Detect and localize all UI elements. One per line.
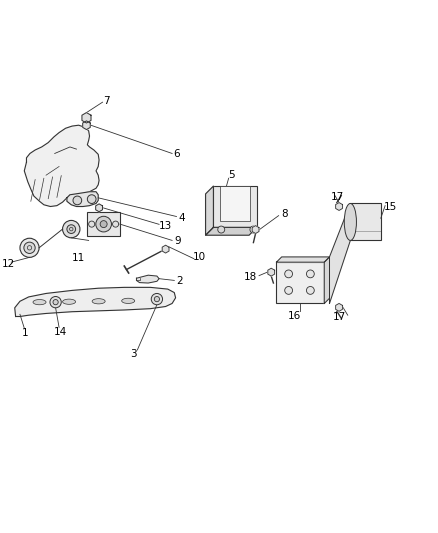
Text: 17: 17: [331, 192, 344, 202]
Bar: [213, 186, 257, 228]
Text: 11: 11: [71, 253, 85, 263]
Text: 15: 15: [384, 201, 397, 212]
Polygon shape: [67, 192, 98, 206]
Text: 8: 8: [281, 209, 288, 220]
Circle shape: [53, 300, 58, 305]
Text: 14: 14: [53, 327, 67, 337]
Ellipse shape: [122, 298, 135, 303]
Circle shape: [285, 270, 293, 278]
Polygon shape: [276, 257, 329, 262]
Text: 17: 17: [333, 312, 346, 322]
Bar: [276, 262, 324, 303]
Bar: [220, 186, 251, 221]
Circle shape: [87, 195, 96, 204]
Circle shape: [151, 294, 162, 305]
Polygon shape: [137, 275, 159, 283]
Text: 9: 9: [174, 236, 181, 246]
Text: 18: 18: [244, 272, 257, 282]
Polygon shape: [252, 225, 259, 233]
Polygon shape: [24, 125, 99, 206]
Text: 4: 4: [179, 213, 185, 223]
Bar: [87, 212, 120, 236]
Polygon shape: [82, 112, 91, 123]
Bar: [350, 204, 381, 240]
Polygon shape: [205, 228, 257, 235]
Ellipse shape: [92, 298, 105, 304]
Polygon shape: [336, 203, 343, 211]
Circle shape: [50, 296, 61, 308]
Polygon shape: [15, 287, 176, 317]
Circle shape: [20, 238, 39, 257]
Circle shape: [24, 242, 35, 254]
Circle shape: [307, 287, 314, 294]
Ellipse shape: [63, 299, 76, 304]
Text: 16: 16: [288, 311, 301, 321]
Circle shape: [100, 221, 107, 228]
Ellipse shape: [344, 204, 357, 240]
Circle shape: [113, 221, 119, 227]
Polygon shape: [268, 268, 275, 276]
Polygon shape: [336, 303, 343, 311]
Text: 3: 3: [131, 349, 137, 359]
Polygon shape: [95, 204, 102, 212]
Polygon shape: [83, 121, 90, 130]
Ellipse shape: [33, 300, 46, 305]
Circle shape: [154, 296, 159, 302]
Circle shape: [250, 226, 257, 233]
Circle shape: [285, 287, 293, 294]
Text: 12: 12: [2, 260, 15, 269]
Circle shape: [218, 226, 225, 233]
Circle shape: [307, 270, 314, 278]
Circle shape: [88, 221, 95, 227]
Text: 1: 1: [22, 328, 28, 337]
Text: 7: 7: [103, 96, 110, 106]
Polygon shape: [162, 245, 169, 253]
Circle shape: [96, 216, 111, 232]
Text: 10: 10: [193, 252, 205, 262]
Polygon shape: [324, 257, 329, 303]
Polygon shape: [205, 186, 213, 235]
Circle shape: [67, 225, 76, 233]
Text: 5: 5: [228, 170, 235, 180]
Polygon shape: [329, 204, 350, 303]
Text: 2: 2: [176, 276, 183, 286]
Text: 6: 6: [173, 149, 180, 159]
Text: 13: 13: [159, 221, 172, 231]
Circle shape: [73, 196, 82, 205]
Circle shape: [63, 221, 80, 238]
